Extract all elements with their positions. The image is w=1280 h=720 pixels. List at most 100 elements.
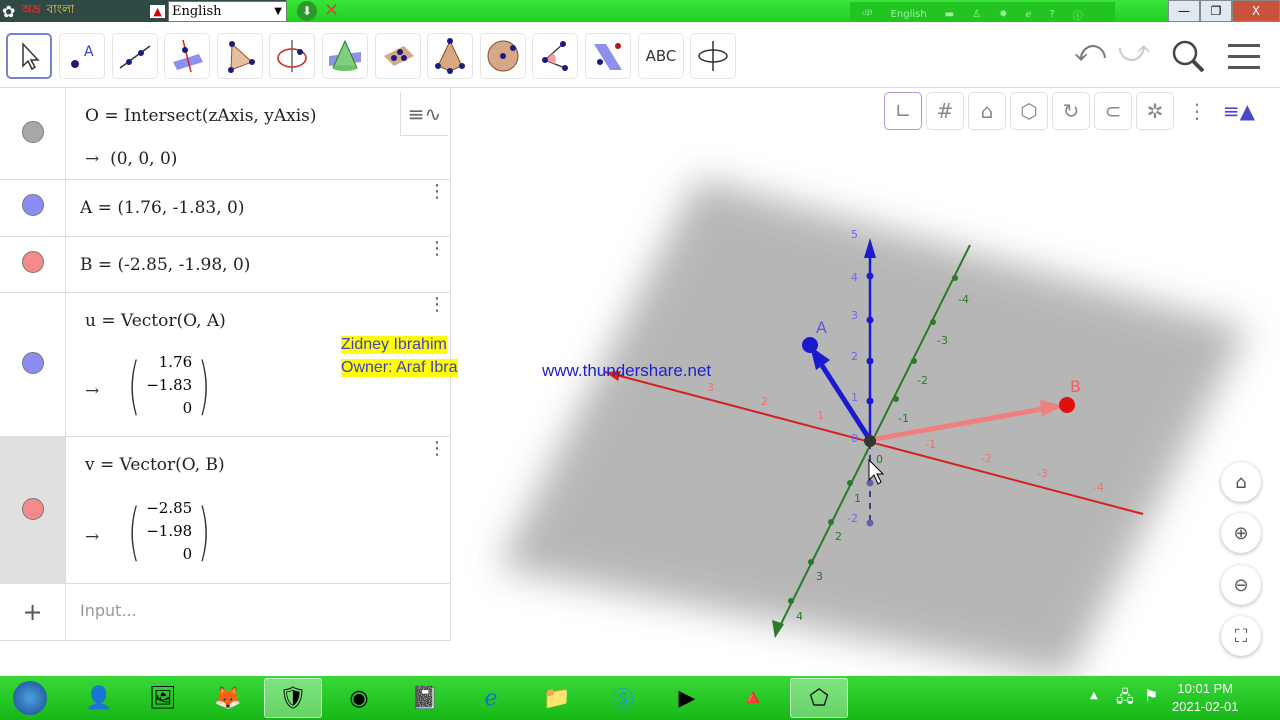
close-button[interactable]: X <box>1232 0 1280 22</box>
visibility-toggle[interactable] <box>0 237 66 292</box>
taskbar-app-skype[interactable]: Ⓢ <box>594 678 652 718</box>
fullscreen-button[interactable]: ⛶ <box>1221 616 1261 656</box>
rotate-view-button[interactable]: ↻ <box>1052 92 1090 130</box>
definition-A[interactable]: A = (1.76, -1.83, 0) <box>80 198 245 218</box>
top-system-bar: ✿ অভ্র বাংলা ▲ English ▼ ⬇ ✕ ঞ English ▬ … <box>0 0 1280 26</box>
settings-icon[interactable]: ✹ <box>999 8 1008 20</box>
acrobat-icon[interactable]: ▲ <box>150 4 165 18</box>
definition-O[interactable]: O = Intersect(zAxis, yAxis) <box>85 106 317 126</box>
windows-taskbar: 👤 🖼 🦊 🛡 ◉ 📓 ℯ 📁 Ⓢ ▶ 🔺 ⬠ ▲ 🖧 ⚑ 10:01 PM 20… <box>0 676 1280 720</box>
more-options-icon[interactable]: ⋮ <box>428 294 446 315</box>
circle-axis-tool[interactable] <box>269 33 315 79</box>
taskbar-app-firefox[interactable]: 🦊 <box>199 678 257 718</box>
start-button[interactable] <box>2 678 58 718</box>
pyramid-tool[interactable] <box>427 33 473 79</box>
view-menu-button[interactable]: ≡▲ <box>1220 92 1258 130</box>
keyboard-icon[interactable]: ▬ <box>944 8 955 20</box>
search-icon[interactable] <box>1170 38 1206 74</box>
taskbar-app-shield[interactable]: 🛡 <box>264 678 322 718</box>
taskbar-app-chrome[interactable]: ◉ <box>330 678 388 718</box>
close-red-icon[interactable]: ✕ <box>324 0 340 21</box>
point-A[interactable] <box>802 337 818 353</box>
add-icon[interactable]: + <box>0 584 66 640</box>
restore-button[interactable]: ❐ <box>1200 0 1232 22</box>
definition-B[interactable]: B = (-2.85, -1.98, 0) <box>80 255 251 275</box>
algebra-style-button[interactable]: ≡∿ <box>400 92 448 136</box>
text-tool[interactable]: ABC <box>638 33 684 79</box>
show-hidden-icons[interactable]: ▲ <box>1090 690 1098 701</box>
visibility-toggle[interactable] <box>0 293 66 436</box>
algebra-row-B[interactable]: B = (-2.85, -1.98, 0) ⋮ <box>0 237 450 293</box>
point-O[interactable] <box>864 435 876 447</box>
geogebra-app-icon: ✿ <box>2 1 16 21</box>
redo-button[interactable]: ⤻ <box>1118 34 1151 69</box>
more-button[interactable]: ⋮ <box>1178 92 1216 130</box>
clock[interactable]: 10:01 PM 2021-02-01 <box>1172 681 1239 714</box>
standard-view-button[interactable]: ⌂ <box>968 92 1006 130</box>
toggle-axes-button[interactable]: ∟ <box>884 92 922 130</box>
svg-text:1: 1 <box>854 492 861 505</box>
taskbar-app-ie[interactable]: ℯ <box>462 678 520 718</box>
algebra-row-v[interactable]: v = Vector(O, B) → ( −2.85 −1.98 0 ) ⋮ <box>0 437 450 584</box>
graphics-3d-view[interactable]: ∟ # ⌂ ⬡ ↻ ⊂ ✲ ⋮ ≡▲ A <box>458 88 1280 676</box>
folder-icon: 📁 <box>543 685 571 711</box>
algebra-row-O[interactable]: O = Intersect(zAxis, yAxis) → (0, 0, 0) <box>0 88 450 180</box>
visibility-toggle[interactable] <box>0 88 66 179</box>
minimize-button[interactable]: — <box>1168 0 1200 22</box>
plane-tool[interactable] <box>375 33 421 79</box>
watermark-name: Zidney Ibrahim <box>341 336 447 354</box>
taskbar-app-photos[interactable]: 🖼 <box>134 678 192 718</box>
input-field[interactable]: Input... <box>80 601 137 620</box>
input-row[interactable]: + Input... <box>0 584 450 641</box>
zoom-out-button[interactable]: ⊖ <box>1221 565 1261 605</box>
taskbar-app-vlc[interactable]: 🔺 <box>724 678 782 718</box>
definition-v[interactable]: v = Vector(O, B) <box>85 455 225 475</box>
help-icon[interactable]: ? <box>1049 8 1055 20</box>
taskbar-app-media[interactable]: ▶ <box>658 678 716 718</box>
browser-icon[interactable]: ℯ <box>1025 8 1032 20</box>
zoom-in-button[interactable]: ⊕ <box>1221 513 1261 553</box>
move-tool[interactable] <box>6 33 52 79</box>
more-options-icon[interactable]: ⋮ <box>428 181 446 202</box>
info-icon[interactable]: ⓘ <box>1072 10 1083 22</box>
sphere-tool[interactable] <box>480 33 526 79</box>
action-center-flag-icon[interactable]: ⚑ <box>1144 686 1159 705</box>
reflect-tool[interactable] <box>585 33 631 79</box>
windows-logo-icon <box>13 681 47 715</box>
bangla-icon[interactable]: ঞ <box>862 7 873 19</box>
language-select[interactable]: English ▼ <box>168 1 287 22</box>
visibility-toggle[interactable] <box>0 437 66 583</box>
cone-tool[interactable] <box>322 33 368 79</box>
xy-plane <box>498 178 1248 676</box>
taskbar-app-onenote[interactable]: 📓 <box>396 678 454 718</box>
undo-button[interactable]: ⤺ <box>1074 34 1107 69</box>
algebra-row-A[interactable]: A = (1.76, -1.83, 0) ⋮ <box>0 180 450 237</box>
algebra-row-u[interactable]: u = Vector(O, A) → ( 1.76 −1.83 0 ) ⋮ <box>0 293 450 437</box>
settings-button[interactable]: ✲ <box>1136 92 1174 130</box>
point-B[interactable] <box>1059 397 1075 413</box>
menu-icon[interactable] <box>1228 42 1262 72</box>
angle-tool[interactable] <box>532 33 578 79</box>
more-options-icon[interactable]: ⋮ <box>428 438 446 459</box>
clipping-button[interactable]: ⬡ <box>1010 92 1048 130</box>
more-options-icon[interactable]: ⋮ <box>428 238 446 259</box>
perpendicular-tool[interactable] <box>164 33 210 79</box>
network-icon[interactable]: 🖧 <box>1116 687 1134 706</box>
taskbar-app-geogebra[interactable]: ⬠ <box>790 678 848 718</box>
person-icon[interactable]: ♙ <box>972 8 982 20</box>
standard-view-fab[interactable]: ⌂ <box>1221 462 1261 502</box>
definition-u[interactable]: u = Vector(O, A) <box>85 311 226 331</box>
polygon-tool[interactable] <box>217 33 263 79</box>
point-tool[interactable]: A <box>59 33 105 79</box>
point-capturing-button[interactable]: ⊂ <box>1094 92 1132 130</box>
download-icon[interactable]: ⬇ <box>297 1 317 21</box>
taskbar-app-user[interactable]: 👤 <box>70 678 128 718</box>
toggle-grid-button[interactable]: # <box>926 92 964 130</box>
taskbar-app-explorer[interactable]: 📁 <box>528 678 586 718</box>
visibility-toggle[interactable] <box>0 180 66 236</box>
line-tool[interactable] <box>112 33 158 79</box>
rotate-view-icon <box>698 41 728 71</box>
rotate-view-tool[interactable] <box>690 33 736 79</box>
pyramid-icon <box>435 38 465 74</box>
tray-language[interactable]: English <box>890 8 927 20</box>
